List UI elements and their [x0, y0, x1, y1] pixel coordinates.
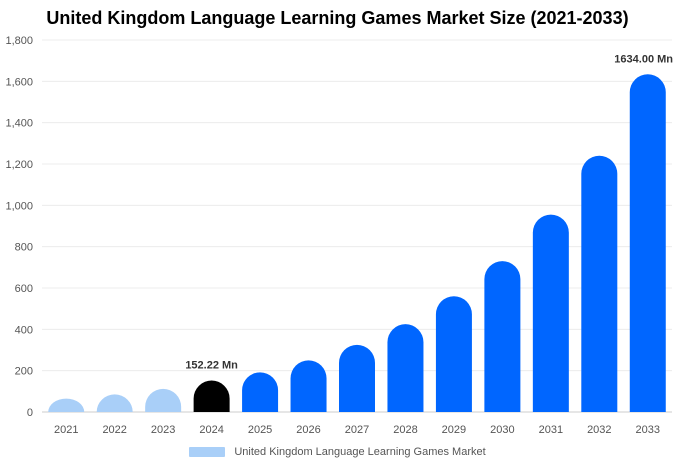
x-tick-label: 2029: [442, 424, 466, 436]
data-label: 1634.00 Mn: [614, 53, 673, 65]
x-tick-label: 2030: [490, 424, 514, 436]
y-tick-label: 1,200: [5, 159, 33, 171]
x-axis: 2021 2022 2023 2024 2025 2026 2027 2028 2029 2030…: [54, 424, 660, 436]
bar-2026[interactable]: [290, 360, 327, 412]
y-tick-label: 1,600: [5, 76, 33, 88]
y-tick-label: 800: [15, 242, 33, 254]
data-labels: 152.22 Mn 1634.00 Mn: [185, 53, 673, 371]
x-tick-label: 2028: [393, 424, 417, 436]
y-tick-label: 400: [15, 324, 33, 336]
bar-2025[interactable]: [242, 372, 279, 412]
y-tick-label: 600: [15, 283, 33, 295]
bar-2028[interactable]: [387, 324, 424, 412]
bar-2032[interactable]: [581, 155, 618, 413]
x-tick-label: 2026: [296, 424, 320, 436]
bar-2024[interactable]: [193, 380, 230, 412]
legend[interactable]: United Kingdom Language Learning Games M…: [0, 446, 675, 458]
x-tick-label: 2033: [636, 424, 660, 436]
x-tick-label: 2022: [102, 424, 126, 436]
x-tick-label: 2025: [248, 424, 272, 436]
x-tick-label: 2031: [539, 424, 563, 436]
legend-label: United Kingdom Language Learning Games M…: [234, 446, 486, 459]
data-label: 152.22 Mn: [185, 360, 238, 372]
bar-2029[interactable]: [435, 296, 472, 412]
bar-2031[interactable]: [532, 214, 569, 412]
bar-2023[interactable]: [145, 388, 182, 412]
x-tick-label: 2024: [199, 424, 223, 436]
bar-2027[interactable]: [339, 344, 375, 412]
bar-2022[interactable]: [96, 394, 133, 412]
y-tick-label: 200: [15, 366, 33, 378]
bars: [48, 74, 666, 413]
legend-swatch: [189, 447, 226, 458]
y-tick-label: 1,400: [5, 118, 33, 130]
bar-2021[interactable]: [48, 398, 85, 412]
y-axis: 0 200 400 600 800 1,000 1,200 1,400 1,600 1,800: [5, 35, 33, 419]
bar-2033[interactable]: [629, 74, 666, 412]
y-tick-label: 1,800: [5, 35, 33, 47]
x-tick-label: 2027: [345, 424, 369, 436]
x-tick-label: 2032: [587, 424, 611, 436]
x-tick-label: 2023: [151, 424, 175, 436]
chart-title: United Kingdom Language Learning Games M…: [46, 8, 629, 28]
bar-2030[interactable]: [484, 261, 521, 412]
y-tick-label: 1,000: [5, 200, 33, 212]
x-tick-label: 2021: [54, 424, 78, 436]
y-tick-label: 0: [27, 407, 33, 419]
